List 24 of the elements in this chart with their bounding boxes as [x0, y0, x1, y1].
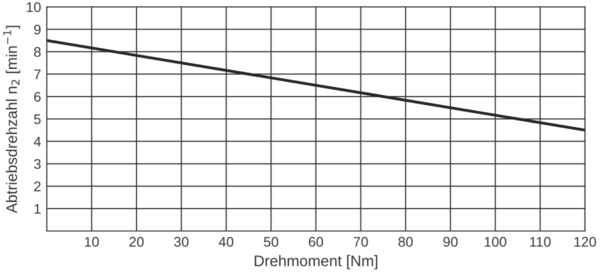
x-axis-title: Drehmoment [Nm]: [254, 255, 378, 270]
x-tick-label: 50: [264, 236, 278, 247]
x-tick-label: 20: [129, 236, 144, 247]
x-tick-label: 10: [84, 236, 99, 247]
y-axis-title: Abtriebsdrehzahl n$_{2}$ [min$^{−1}$]: [3, 26, 20, 214]
x-tick-label: 40: [218, 236, 234, 247]
x-tick-label: 100: [484, 236, 506, 247]
y-tick-label: 8: [34, 47, 41, 57]
y-tick-label: 3: [34, 159, 41, 169]
x-tick-label: 30: [174, 236, 189, 247]
y-tick-label: 5: [34, 114, 41, 124]
x-tick-label: 120: [574, 236, 596, 247]
y-tick-label: 1: [34, 204, 41, 214]
x-tick-label: 60: [308, 236, 324, 247]
x-tick-label: 110: [530, 236, 551, 247]
y-tick-label: 4: [34, 136, 41, 146]
x-tick-label: 80: [398, 236, 413, 247]
y-tick-label: 6: [34, 92, 41, 102]
y-tick-label: 9: [34, 24, 41, 34]
x-tick-label: 70: [354, 236, 368, 247]
x-tick-label: 90: [443, 236, 458, 247]
y-tick-label: 2: [34, 182, 41, 192]
y-tick-label: 10: [26, 2, 41, 12]
y-tick-label: 7: [34, 70, 41, 80]
